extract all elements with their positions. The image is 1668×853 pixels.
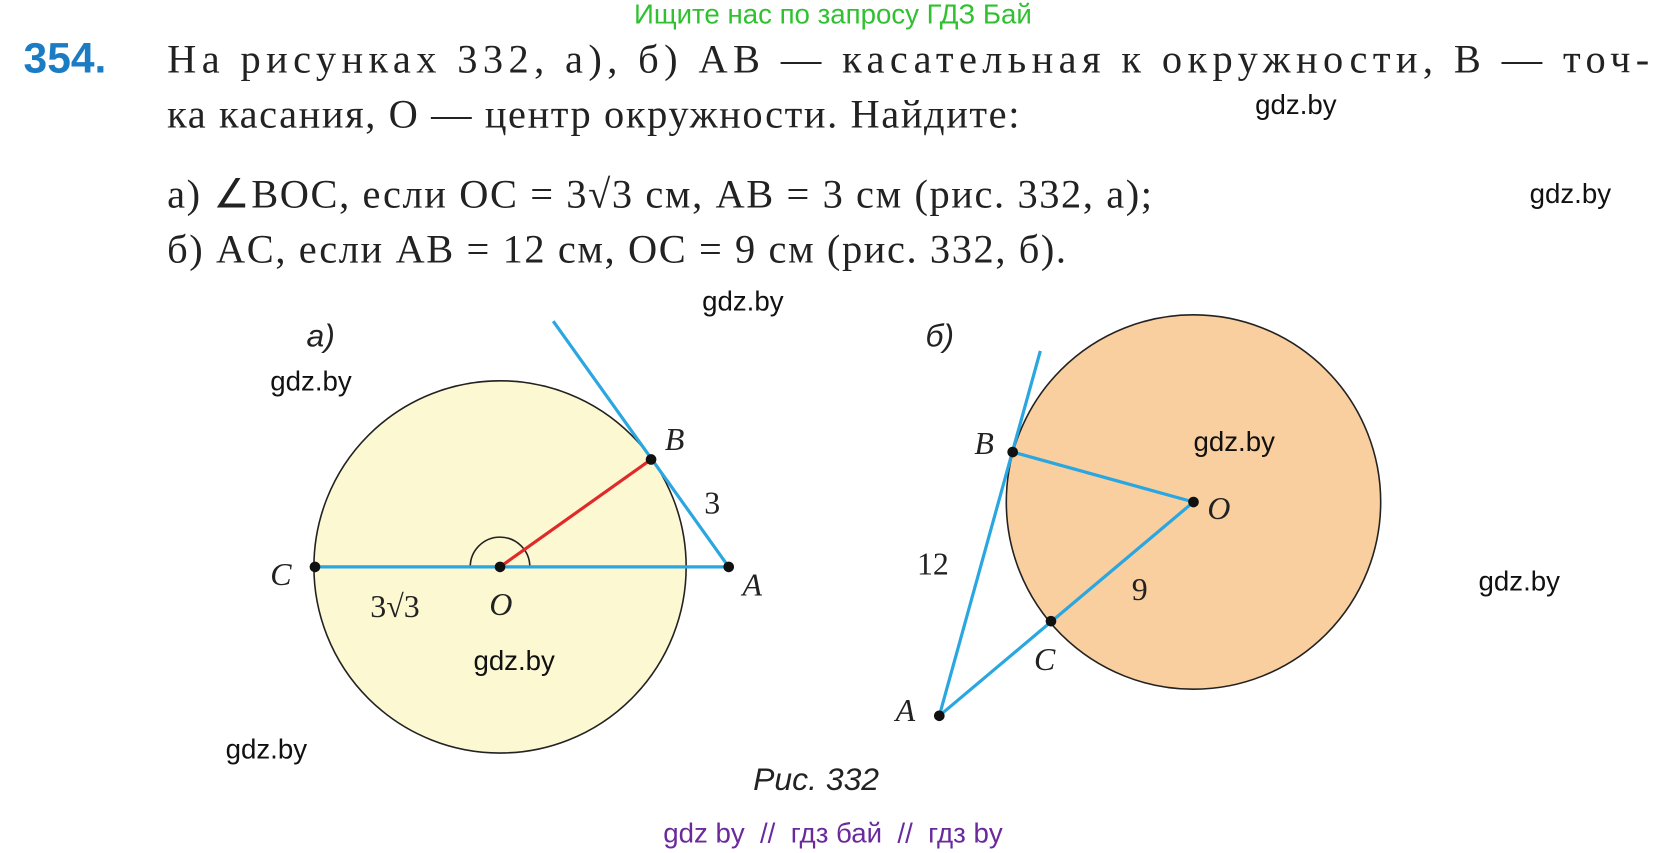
segment-oa	[938, 500, 1195, 718]
figure-a: а) B 3 C 3√3 O A	[270, 318, 763, 754]
watermark: gdz.by	[226, 733, 308, 764]
watermark: gdz.by	[702, 286, 784, 317]
point	[494, 561, 506, 573]
problem-part: а) ∠BOC, если OC = 3√3 см, AB = 3 см (ри…	[167, 171, 1154, 216]
point-label: C	[1034, 642, 1056, 677]
length-label: 3	[704, 486, 720, 521]
point	[1007, 446, 1019, 458]
figure-label: б)	[925, 318, 954, 354]
point	[933, 710, 945, 722]
angle-arc	[469, 536, 531, 567]
point	[645, 454, 657, 465]
watermark: gdz.by	[270, 365, 352, 396]
problem-line: На рисунках 332, а), б) AB — касательная…	[167, 36, 1651, 81]
problem-number: 354.	[24, 34, 107, 82]
caption: Рис. 332	[753, 761, 879, 797]
watermark: gdz.by	[1193, 426, 1275, 457]
length-label: 12	[917, 546, 949, 581]
problem-part: б) AC, если AB = 12 см, OC = 9 см (рис. …	[167, 227, 1068, 272]
banner: Ищите нас по запросу ГДЗ Бай	[634, 0, 1032, 29]
figure-b: б) B O 12 9 C A	[894, 314, 1382, 728]
point-label: C	[270, 557, 292, 592]
point-label: O	[489, 587, 512, 622]
point-label: B	[665, 422, 684, 457]
length-label: 3√3	[370, 589, 419, 624]
watermark: gdz.by	[473, 645, 555, 676]
tangent	[937, 350, 1042, 717]
watermark: gdz.by	[1255, 89, 1337, 120]
watermark: gdz.by	[1530, 178, 1612, 209]
point	[1045, 615, 1057, 627]
point-label: A	[894, 693, 916, 728]
point	[309, 561, 321, 573]
length-label: 9	[1132, 572, 1148, 607]
problem-line: ка касания, O — центр окружности. Найдит…	[167, 92, 1021, 137]
point-label: A	[741, 568, 763, 603]
point-label: O	[1207, 491, 1230, 526]
point	[723, 561, 735, 573]
watermark: gdz.by	[1479, 565, 1561, 596]
point-label: B	[974, 426, 993, 461]
point	[1188, 496, 1199, 508]
tangent	[551, 320, 731, 568]
radius-ob	[499, 458, 652, 569]
figure-label: а)	[306, 318, 334, 354]
footer: gdz by // гдз бай // гдз by	[663, 817, 1003, 848]
radius-ob	[1012, 450, 1194, 504]
